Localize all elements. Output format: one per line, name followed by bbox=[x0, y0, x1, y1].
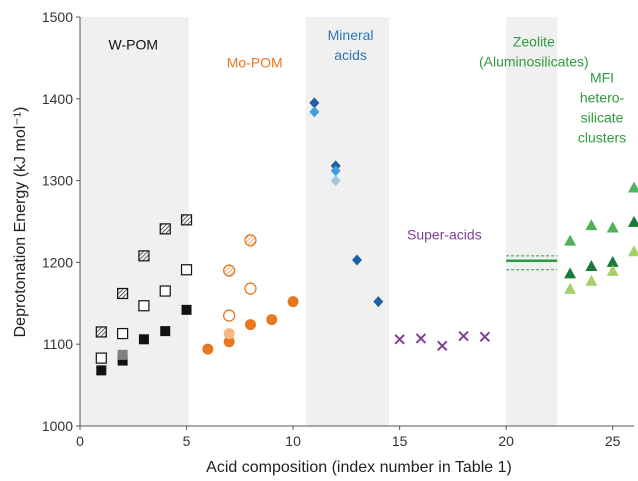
x-axis-title: Acid composition (index number in Table … bbox=[206, 459, 512, 476]
data-point-filled-circle bbox=[287, 296, 299, 308]
data-point-open-circle bbox=[223, 309, 236, 322]
data-point-triangle bbox=[606, 221, 619, 233]
data-point-triangle bbox=[606, 255, 619, 267]
data-point-open-square bbox=[95, 352, 107, 364]
data-point-hatched-circle bbox=[223, 264, 236, 277]
y-tick-label: 1200 bbox=[42, 254, 73, 270]
data-point-diamond bbox=[352, 254, 362, 266]
annotation-label: MFI hetero-silicate clusters bbox=[578, 69, 626, 145]
data-point-triangle bbox=[628, 245, 638, 257]
y-tick-label: 1100 bbox=[43, 336, 73, 352]
data-point-hatched-square bbox=[159, 223, 171, 235]
data-point-filled-circle bbox=[202, 343, 214, 355]
data-point-open-square bbox=[117, 327, 129, 340]
data-point-filled-square bbox=[117, 349, 128, 360]
data-point-diamond bbox=[373, 296, 384, 308]
data-point-filled-circle bbox=[223, 328, 235, 340]
background-bands bbox=[80, 17, 558, 426]
data-point-cross bbox=[394, 334, 405, 345]
data-point-diamond bbox=[330, 165, 341, 177]
data-point-triangle bbox=[585, 274, 598, 286]
annotation-line: Mo-POM bbox=[227, 55, 283, 71]
x-tick-label: 20 bbox=[498, 433, 514, 449]
data-point-hatched-square bbox=[180, 214, 193, 226]
y-axis-title: Deprotonation Energy (kJ mol⁻¹) bbox=[12, 107, 29, 338]
x-tick-label: 10 bbox=[285, 433, 301, 449]
data-point-cross bbox=[458, 330, 469, 342]
data-point-hatched-circle bbox=[244, 234, 257, 247]
data-point-triangle bbox=[585, 219, 598, 231]
annotation-line: MFI bbox=[590, 69, 614, 85]
annotation-line: silicate bbox=[581, 109, 624, 125]
data-point-triangle bbox=[628, 215, 638, 227]
data-point-triangle bbox=[564, 234, 577, 246]
annotation-line: Mineral bbox=[328, 27, 374, 43]
data-point-diamond bbox=[330, 175, 341, 187]
y-tick-label: 1300 bbox=[42, 173, 73, 189]
data-point-filled-square bbox=[138, 334, 149, 345]
data-point-filled-circle bbox=[244, 319, 256, 331]
x-tick-label: 15 bbox=[392, 433, 408, 449]
data-point-cross bbox=[479, 331, 491, 343]
annotation-label: Super-acids bbox=[407, 226, 482, 242]
data-point-hatched-square bbox=[95, 326, 107, 338]
data-point-triangle bbox=[585, 259, 598, 271]
data-point-open-square bbox=[138, 300, 150, 312]
data-point-triangle bbox=[606, 264, 619, 276]
data-point-diamond bbox=[309, 97, 320, 109]
data-point-hatched-square bbox=[138, 250, 150, 262]
y-tick-label: 1400 bbox=[42, 91, 73, 107]
data-point-open-square bbox=[180, 264, 193, 276]
data-points bbox=[95, 97, 638, 376]
background-band-3 bbox=[506, 17, 558, 426]
data-point-hatched-square bbox=[117, 287, 129, 300]
axes: 1000 1100 1200 1300 1400 1500 0 5 10 15 20 25 bbox=[42, 9, 634, 449]
zeolite-range bbox=[506, 255, 558, 271]
background-band-1 bbox=[80, 17, 189, 426]
data-point-filled-square bbox=[96, 365, 107, 376]
data-point-triangle bbox=[564, 282, 577, 294]
annotation-line: clusters bbox=[578, 129, 626, 145]
data-point-cross bbox=[437, 340, 448, 352]
data-point-filled-circle bbox=[266, 314, 278, 326]
data-point-diamond bbox=[309, 106, 320, 118]
annotation-label: Mineral acids bbox=[328, 27, 374, 63]
data-point-filled-square bbox=[160, 326, 171, 337]
background-band-2 bbox=[305, 17, 389, 426]
data-point-open-circle bbox=[244, 282, 257, 295]
data-point-cross bbox=[415, 333, 427, 344]
annotation-line: W-POM bbox=[109, 37, 159, 53]
annotations: W-POM Mo-POM Mineral acids Super-acids Zeolit… bbox=[109, 27, 627, 243]
data-point-filled-circle bbox=[223, 336, 235, 348]
annotation-line: Zeolite bbox=[513, 33, 555, 49]
annotation-label: Zeolite (Aluminosilicates) bbox=[479, 33, 589, 69]
x-tick-label: 5 bbox=[183, 433, 191, 449]
data-point-filled-square bbox=[181, 304, 192, 315]
data-point-triangle bbox=[628, 181, 638, 193]
x-tick-label: 0 bbox=[76, 433, 84, 449]
annotation-line: hetero- bbox=[580, 89, 625, 105]
annotation-line: Super-acids bbox=[407, 226, 482, 242]
annotation-line: (Aluminosilicates) bbox=[479, 53, 589, 69]
y-tick-label: 1500 bbox=[42, 9, 73, 25]
data-point-filled-square bbox=[117, 355, 128, 366]
y-tick-label: 1000 bbox=[42, 418, 73, 434]
x-tick-label: 25 bbox=[605, 433, 621, 449]
annotation-label: Mo-POM bbox=[227, 55, 283, 71]
annotation-label: W-POM bbox=[109, 37, 159, 53]
annotation-line: acids bbox=[334, 47, 367, 63]
data-point-triangle bbox=[564, 267, 577, 279]
data-point-open-square bbox=[159, 285, 171, 297]
